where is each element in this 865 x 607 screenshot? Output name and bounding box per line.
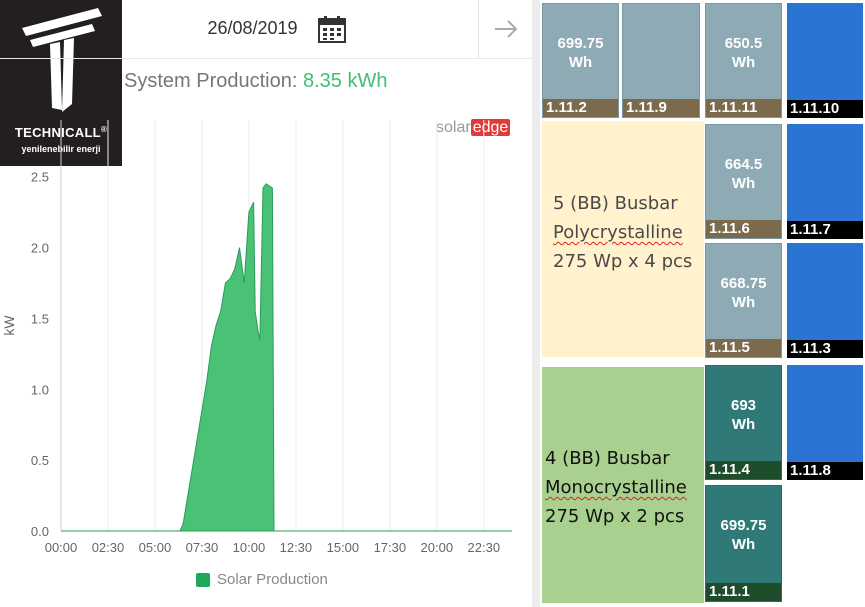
panel-divider [532,0,540,607]
mono-desc-line1: 4 (BB) Busbar [545,448,670,469]
module-energy-value: 650.5 Wh [724,35,763,71]
module-1-11-5[interactable]: 668.75 Wh 1.11.5 [705,243,782,358]
module-1-11-2[interactable]: 699.75 Wh 1.11.2 [542,3,619,118]
module-energy-value: 693 Wh [730,397,757,433]
poly-desc-line2: Polycrystalline [553,222,683,243]
monitoring-panel: TECHNICALL® yenilenebilir enerji 26/08/2… [0,0,532,588]
system-production-value: 8.35 kWh [302,70,388,92]
legend-swatch [196,572,210,587]
x-tick-label: 12:30 [280,540,313,555]
module-1-11-9[interactable]: 1.11.9 [622,3,700,118]
monocrystalline-description: 4 (BB) Busbar Monocrystalline 275 Wp x 2… [545,444,687,531]
system-production-summary: System Production: 8.35 kWh [124,70,387,93]
module-id: 1.11.4 [706,461,781,479]
module-1-11-1[interactable]: 699.75 Wh 1.11.1 [705,485,782,602]
header-divider [0,58,532,59]
module-id: 1.11.11 [706,99,781,117]
y-tick-label: 1.5 [31,311,49,326]
module-id: 1.11.7 [787,221,863,239]
x-tick-label: 02:30 [92,540,125,555]
x-tick-label: 17:30 [374,540,407,555]
module-energy-value: 668.75 Wh [720,275,767,311]
date-display[interactable]: 26/08/2019 [207,18,298,38]
x-tick-label: 20:00 [421,540,454,555]
production-chart: 0.0 0.5 1.0 1.5 2.0 2.5 00:00 02:30 05:00 07:30 10… [1,120,512,555]
poly-desc-line3: 275 Wp x 4 pcs [553,251,693,272]
mono-desc-line2: Monocrystalline [545,477,687,498]
system-production-label: System Production: [124,70,303,92]
module-1-11-7[interactable]: 1.11.7 [787,124,863,239]
module-1-11-4[interactable]: 693 Wh 1.11.4 [705,365,782,480]
module-id: 1.11.2 [543,99,618,117]
solaredge-logo-part1: solar [436,119,471,136]
module-id: 1.11.10 [787,100,863,118]
solar-production-area [61,183,512,532]
x-tick-label: 07:30 [186,540,219,555]
x-tick-label: 15:00 [327,540,360,555]
arrow-right-icon [494,20,517,38]
solaredge-logo-part2: edge [470,119,511,136]
module-id: 1.11.1 [706,583,781,601]
legend-label: Solar Production [217,571,328,588]
x-tick-label: 22:30 [468,540,501,555]
module-id: 1.11.8 [787,462,863,480]
x-tick-label: 05:00 [139,540,172,555]
technicall-t-logo-icon [22,8,102,112]
module-1-11-10[interactable]: 1.11.10 [787,3,863,118]
chart-legend[interactable]: Solar Production [196,571,328,588]
y-tick-label: 2.0 [31,241,49,256]
poly-desc-line1: 5 (BB) Busbar [553,193,678,214]
monocrystalline-group [542,367,704,603]
module-id: 1.11.6 [706,220,781,238]
module-1-11-8[interactable]: 1.11.8 [787,365,863,480]
logo-brand-text: TECHNICALL® [14,125,108,140]
x-tick-label: 00:00 [45,540,78,555]
module-id: 1.11.3 [787,340,863,358]
module-energy-value: 699.75 Wh [557,35,604,71]
module-id: 1.11.5 [706,339,781,357]
module-1-11-11[interactable]: 650.5 Wh 1.11.11 [705,3,782,118]
module-1-11-6[interactable]: 664.5 Wh 1.11.6 [705,124,782,239]
y-tick-label: 0.0 [31,524,49,539]
polycrystalline-group [542,121,704,357]
solaredge-logo: solar edge [436,119,511,137]
y-axis-label: kW [1,315,17,336]
x-tick-label: 10:00 [233,540,266,555]
next-day-button[interactable] [479,0,532,58]
polycrystalline-description: 5 (BB) Busbar Polycrystalline 275 Wp x 4… [553,189,692,276]
module-energy-value: 699.75 Wh [720,517,767,553]
y-tick-label: 1.0 [31,382,49,397]
mono-desc-line3: 275 Wp x 2 pcs [545,506,685,527]
module-energy-value: 664.5 Wh [724,156,763,192]
module-1-11-3[interactable]: 1.11.3 [787,243,863,358]
module-id: 1.11.9 [623,99,699,117]
y-tick-label: 0.5 [31,453,49,468]
calendar-icon[interactable] [318,15,346,43]
y-tick-label: 2.5 [31,170,49,185]
header-separator [478,0,479,58]
